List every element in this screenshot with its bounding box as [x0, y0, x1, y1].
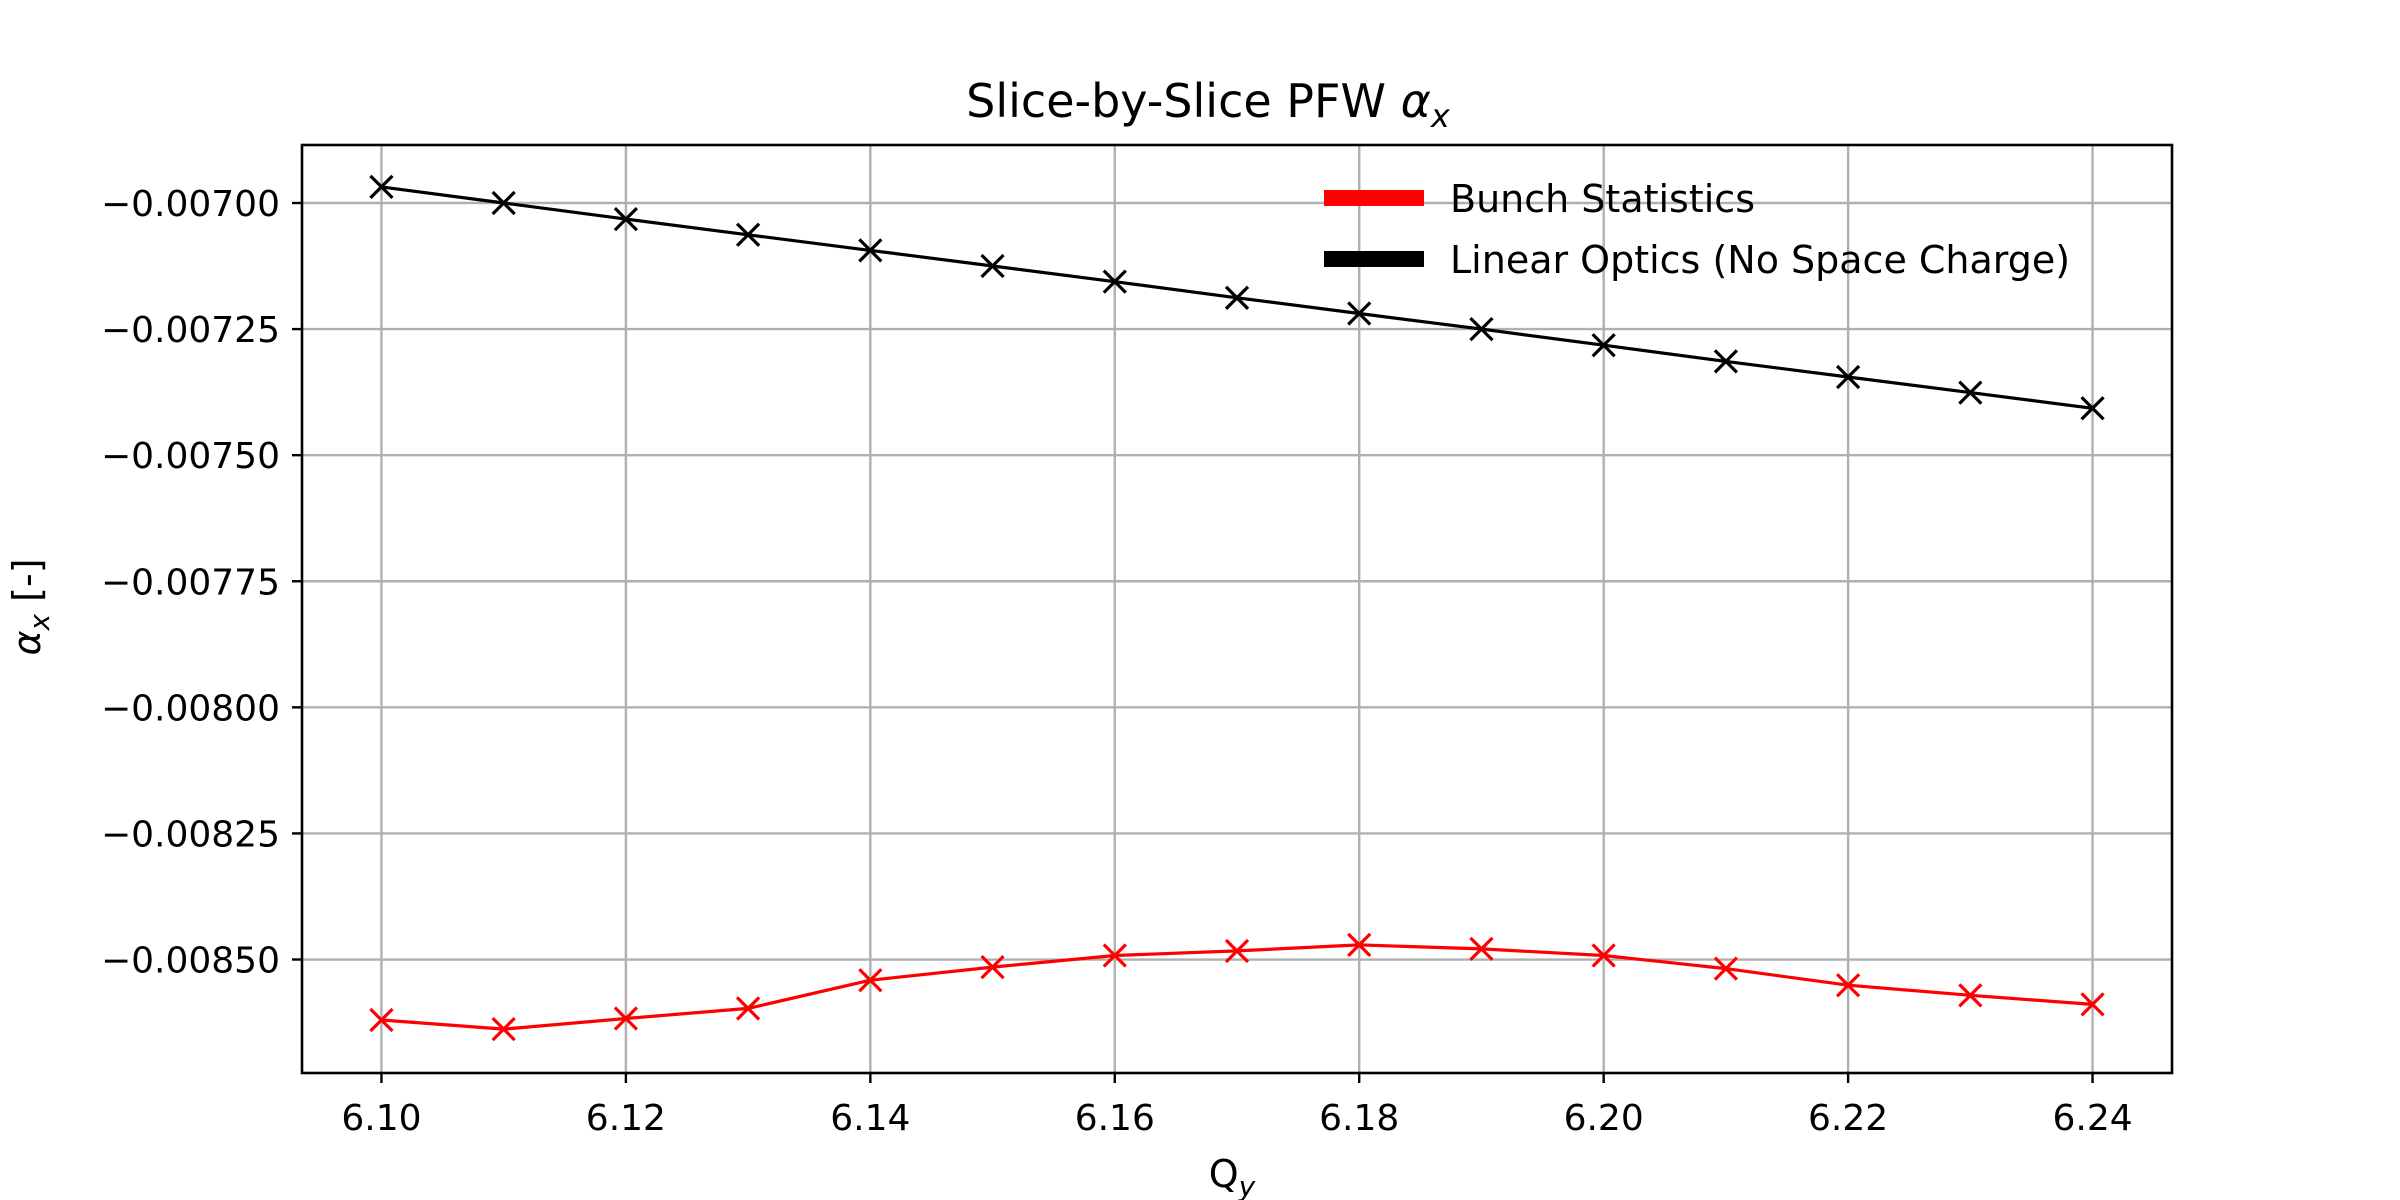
- data-point-marker: [369, 1007, 394, 1033]
- grid: [302, 145, 2172, 1073]
- data-point-marker: [735, 996, 761, 1021]
- x-tick-label: 6.24: [2052, 1098, 2132, 1139]
- y-tick-label: −0.00700: [101, 184, 280, 225]
- x-tick-label: 6.22: [1808, 1098, 1888, 1139]
- data-point-marker: [491, 1016, 516, 1042]
- data-point-marker: [858, 968, 883, 993]
- data-point-marker: [1835, 973, 1861, 998]
- y-tick-label: −0.00850: [101, 941, 280, 982]
- legend-label-bunch-statistics: Bunch Statistics: [1450, 177, 1755, 221]
- y-tick-label: −0.00750: [101, 436, 280, 477]
- data-point-marker: [980, 253, 1005, 279]
- data-point-marker: [1224, 938, 1250, 964]
- data-point-marker: [1224, 285, 1250, 310]
- data-point-marker: [858, 238, 883, 263]
- y-axis-title: αx [-]: [5, 558, 56, 655]
- legend: Bunch Statistics Linear Optics (No Space…: [1324, 177, 2070, 282]
- data-point-marker: [1469, 316, 1494, 342]
- data-point-marker: [1713, 956, 1739, 981]
- data-point-marker: [1591, 333, 1616, 358]
- data-point-marker: [1347, 301, 1372, 326]
- x-tick-label: 6.14: [830, 1098, 910, 1139]
- data-point-marker: [1347, 932, 1372, 958]
- data-point-marker: [1591, 943, 1616, 968]
- data-point-marker: [1469, 936, 1494, 962]
- data-point-marker: [369, 174, 394, 199]
- chart-title: Slice-by-Slice PFW αx: [966, 74, 1451, 135]
- ticks: 6.10 6.12 6.14 6.16 6.18 6.20 6.22 6.24 −0.00700…: [101, 184, 2133, 1139]
- x-tick-label: 6.10: [341, 1098, 421, 1139]
- x-tick-label: 6.18: [1319, 1098, 1399, 1139]
- data-point-marker: [1958, 380, 1983, 405]
- x-tick-label: 6.16: [1075, 1098, 1155, 1139]
- x-tick-label: 6.20: [1564, 1098, 1644, 1139]
- data-point-marker: [613, 207, 639, 232]
- y-tick-label: −0.00800: [101, 688, 280, 729]
- series-layer: [369, 174, 2105, 1042]
- data-point-marker: [2080, 992, 2105, 1017]
- legend-label-linear-optics: Linear Optics (No Space Charge): [1450, 238, 2070, 282]
- data-point-marker: [735, 222, 761, 247]
- plot-area-frame: [300, 143, 2174, 1075]
- x-tick-label: 6.12: [586, 1098, 666, 1139]
- series-bunch-statistics: [369, 932, 2105, 1042]
- data-point-marker: [1713, 349, 1739, 374]
- data-point-marker: [1102, 943, 1127, 968]
- data-point-marker: [491, 190, 516, 216]
- x-axis-title: Qy: [1209, 1152, 1256, 1200]
- y-tick-label: −0.00775: [101, 562, 280, 603]
- data-point-marker: [1102, 269, 1127, 294]
- y-tick-label: −0.00825: [101, 814, 280, 855]
- data-point-marker: [1958, 983, 1983, 1008]
- data-point-marker: [613, 1006, 639, 1031]
- data-point-marker: [980, 954, 1005, 980]
- data-point-marker: [2080, 396, 2105, 421]
- y-tick-label: −0.00725: [101, 310, 280, 351]
- data-point-marker: [1835, 364, 1861, 390]
- series-linear-optics-no-space-charge: [369, 174, 2105, 421]
